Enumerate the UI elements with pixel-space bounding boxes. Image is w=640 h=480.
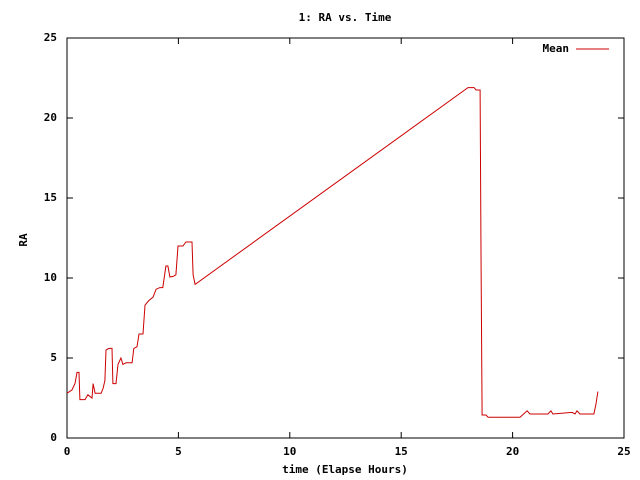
x-tick-label: 20 <box>506 445 519 458</box>
x-tick-label: 10 <box>283 445 296 458</box>
x-tick-label: 0 <box>64 445 71 458</box>
x-tick-label: 15 <box>395 445 408 458</box>
data-line <box>66 87 599 418</box>
y-tick-label: 10 <box>44 271 57 284</box>
x-axis-label: time (Elapse Hours) <box>282 463 408 476</box>
y-tick-label: 5 <box>50 351 57 364</box>
y-tick-label: 0 <box>50 431 57 444</box>
legend-label: Mean <box>543 42 570 55</box>
y-axis-label: RA <box>17 233 30 247</box>
plot-border <box>66 37 625 439</box>
y-tick-label: 15 <box>44 191 57 204</box>
chart-title: 1: RA vs. Time <box>299 11 392 24</box>
x-tick-label: 25 <box>617 445 630 458</box>
x-tick-label: 5 <box>175 445 182 458</box>
y-tick-label: 20 <box>44 111 57 124</box>
y-tick-label: 25 <box>44 31 57 44</box>
